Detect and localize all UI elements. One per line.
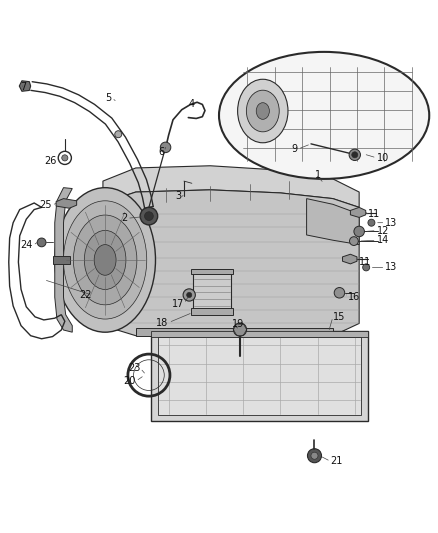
Text: 11: 11 <box>359 257 371 267</box>
Polygon shape <box>350 207 366 217</box>
Polygon shape <box>151 332 368 336</box>
Circle shape <box>233 323 247 336</box>
Ellipse shape <box>219 52 429 179</box>
Ellipse shape <box>55 188 155 332</box>
Text: 20: 20 <box>124 376 136 386</box>
Text: 26: 26 <box>45 156 57 166</box>
Text: 4: 4 <box>188 100 194 109</box>
Text: 22: 22 <box>79 290 92 300</box>
Polygon shape <box>151 332 368 421</box>
Text: 1: 1 <box>315 169 321 180</box>
Polygon shape <box>56 199 77 208</box>
Text: 9: 9 <box>292 144 298 154</box>
Text: 23: 23 <box>128 363 140 373</box>
Text: 5: 5 <box>106 93 112 103</box>
Text: 13: 13 <box>385 262 398 272</box>
Text: 12: 12 <box>377 225 389 236</box>
Text: 17: 17 <box>172 298 184 309</box>
Text: 6: 6 <box>158 147 164 157</box>
Circle shape <box>37 238 46 247</box>
Text: 14: 14 <box>377 235 389 245</box>
Circle shape <box>160 142 171 152</box>
Circle shape <box>187 292 192 297</box>
Polygon shape <box>55 188 72 332</box>
Text: 24: 24 <box>21 240 33 251</box>
Circle shape <box>307 449 321 463</box>
Polygon shape <box>193 271 231 312</box>
Text: 7: 7 <box>20 82 26 92</box>
Circle shape <box>363 264 370 271</box>
Text: 25: 25 <box>39 200 52 210</box>
Ellipse shape <box>94 245 116 275</box>
Circle shape <box>311 452 318 459</box>
Circle shape <box>352 152 358 158</box>
Ellipse shape <box>246 90 279 132</box>
Ellipse shape <box>237 79 288 143</box>
Circle shape <box>354 226 364 237</box>
Text: 3: 3 <box>176 191 182 201</box>
Circle shape <box>115 131 122 138</box>
Circle shape <box>183 289 195 301</box>
Text: 2: 2 <box>121 213 127 223</box>
Circle shape <box>350 237 358 246</box>
Text: 19: 19 <box>232 319 244 329</box>
Polygon shape <box>19 81 31 91</box>
Text: 10: 10 <box>377 153 389 163</box>
Ellipse shape <box>64 201 147 319</box>
Polygon shape <box>191 308 233 314</box>
Circle shape <box>349 149 360 160</box>
Ellipse shape <box>84 230 126 289</box>
Text: 21: 21 <box>331 456 343 466</box>
Circle shape <box>140 207 158 225</box>
Text: 18: 18 <box>156 318 169 328</box>
Polygon shape <box>136 328 333 336</box>
Polygon shape <box>343 254 357 264</box>
Polygon shape <box>103 190 359 336</box>
Circle shape <box>62 155 68 161</box>
Text: 16: 16 <box>348 292 360 302</box>
Polygon shape <box>307 199 359 245</box>
Circle shape <box>145 212 153 221</box>
Text: 11: 11 <box>368 209 380 219</box>
Circle shape <box>334 287 345 298</box>
Circle shape <box>368 219 375 226</box>
Polygon shape <box>158 336 361 415</box>
Polygon shape <box>103 166 359 207</box>
Polygon shape <box>191 269 233 274</box>
Ellipse shape <box>221 54 427 177</box>
Text: 15: 15 <box>333 312 345 322</box>
Text: 13: 13 <box>385 217 398 228</box>
Ellipse shape <box>73 215 137 305</box>
Ellipse shape <box>256 103 269 119</box>
Polygon shape <box>53 256 70 264</box>
